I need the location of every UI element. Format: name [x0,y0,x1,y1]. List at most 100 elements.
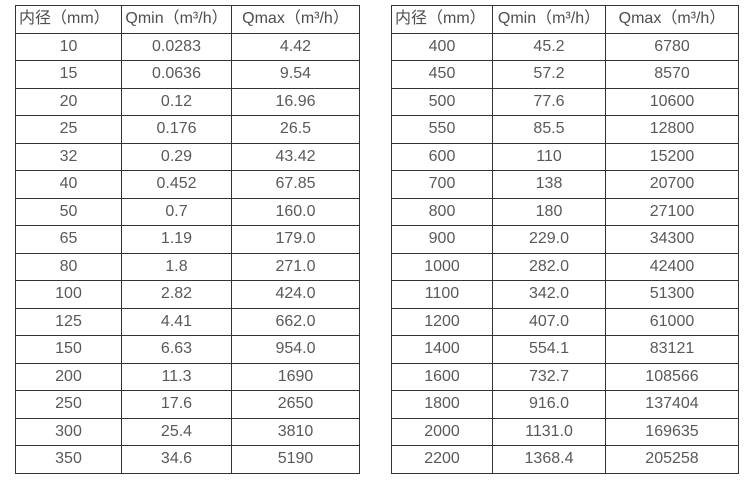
table-cell: 600 [391,142,493,171]
table-cell: 342.0 [492,280,606,309]
table-cell: 200 [15,362,122,391]
table-header-row: 内径（mm） Qmin（m³/h） Qmax（m³/h） [391,5,739,34]
table-cell: 15200 [605,142,739,171]
table-cell: 500 [391,87,493,116]
table-cell: 954.0 [231,335,360,364]
table-cell: 67.85 [231,170,360,199]
table-cell: 732.7 [492,362,606,391]
table-row: 1800 916.0 137404 [391,390,739,419]
table-row: 10 0.0283 4.42 [15,32,360,61]
table-cell: 125 [15,307,122,336]
table-cell: 180 [492,197,606,226]
table-row: 25 0.176 26.5 [15,115,360,144]
table-row: 500 77.6 10600 [391,87,739,116]
table-row: 200 11.3 1690 [15,362,360,391]
table-cell: 1.8 [121,252,232,281]
table-row: 400 45.2 6780 [391,32,739,61]
table-cell: 85.5 [492,115,606,144]
table-cell: 282.0 [492,252,606,281]
table-cell: 5190 [231,445,360,474]
table-cell: 50 [15,197,122,226]
table-cell: 0.7 [121,197,232,226]
table-cell: 6780 [605,32,739,61]
table-cell: 80 [15,252,122,281]
table-row: 15 0.0636 9.54 [15,60,360,89]
table-cell: 350 [15,445,122,474]
table-row: 50 0.7 160.0 [15,197,360,226]
table-row: 2200 1368.4 205258 [391,445,739,474]
table-row: 1200 407.0 61000 [391,307,739,336]
table-body: 400 45.2 6780 450 57.2 8570 500 77.6 10600 550 85.… [391,32,739,474]
column-header: Qmax（m³/h） [231,5,360,34]
column-header: Qmin（m³/h） [492,5,606,34]
table-cell: 40 [15,170,122,199]
table-cell: 137404 [605,390,739,419]
table-cell: 3810 [231,417,360,446]
table-cell: 179.0 [231,225,360,254]
column-header: 内径（mm） [391,5,493,34]
table-cell: 4.42 [231,32,360,61]
table-row: 2000 1131.0 169635 [391,417,739,446]
table-row: 550 85.5 12800 [391,115,739,144]
table-cell: 400 [391,32,493,61]
table-row: 32 0.29 43.42 [15,142,360,171]
table-cell: 407.0 [492,307,606,336]
column-header: Qmin（m³/h） [121,5,232,34]
table-row: 40 0.452 67.85 [15,170,360,199]
table-cell: 77.6 [492,87,606,116]
table-row: 1400 554.1 83121 [391,335,739,364]
table-cell: 2200 [391,445,493,474]
table-row: 20 0.12 16.96 [15,87,360,116]
table-cell: 554.1 [492,335,606,364]
table-cell: 424.0 [231,280,360,309]
table-cell: 0.452 [121,170,232,199]
table-cell: 0.0636 [121,60,232,89]
table-cell: 20 [15,87,122,116]
table-row: 150 6.63 954.0 [15,335,360,364]
table-cell: 0.12 [121,87,232,116]
table-cell: 34300 [605,225,739,254]
table-row: 1100 342.0 51300 [391,280,739,309]
table-cell: 6.63 [121,335,232,364]
table-cell: 12800 [605,115,739,144]
table-cell: 0.176 [121,115,232,144]
table-row: 350 34.6 5190 [15,445,360,474]
table-row: 1600 732.7 108566 [391,362,739,391]
table-cell: 57.2 [492,60,606,89]
table-cell: 1400 [391,335,493,364]
table-row: 700 138 20700 [391,170,739,199]
table-cell: 205258 [605,445,739,474]
table-cell: 108566 [605,362,739,391]
table-row: 800 180 27100 [391,197,739,226]
table-cell: 271.0 [231,252,360,281]
table-cell: 700 [391,170,493,199]
table-cell: 450 [391,60,493,89]
table-cell: 229.0 [492,225,606,254]
table-cell: 916.0 [492,390,606,419]
table-cell: 1600 [391,362,493,391]
table-cell: 1800 [391,390,493,419]
table-cell: 20700 [605,170,739,199]
table-cell: 1690 [231,362,360,391]
table-cell: 27100 [605,197,739,226]
table-row: 125 4.41 662.0 [15,307,360,336]
table-cell: 51300 [605,280,739,309]
table-cell: 110 [492,142,606,171]
table-row: 250 17.6 2650 [15,390,360,419]
table-row: 900 229.0 34300 [391,225,739,254]
table-cell: 150 [15,335,122,364]
table-cell: 65 [15,225,122,254]
table-cell: 0.29 [121,142,232,171]
table-row: 100 2.82 424.0 [15,280,360,309]
table-cell: 550 [391,115,493,144]
table-cell: 1200 [391,307,493,336]
table-cell: 800 [391,197,493,226]
table-cell: 9.54 [231,60,360,89]
table-cell: 250 [15,390,122,419]
header-row: 内径（mm） Qmin（m³/h） Qmax（m³/h） [391,5,739,34]
table-cell: 32 [15,142,122,171]
flow-tables-container: 内径（mm） Qmin（m³/h） Qmax（m³/h） 10 0.0283 4.42 1… [15,5,739,474]
table-row: 600 110 15200 [391,142,739,171]
table-row: 450 57.2 8570 [391,60,739,89]
